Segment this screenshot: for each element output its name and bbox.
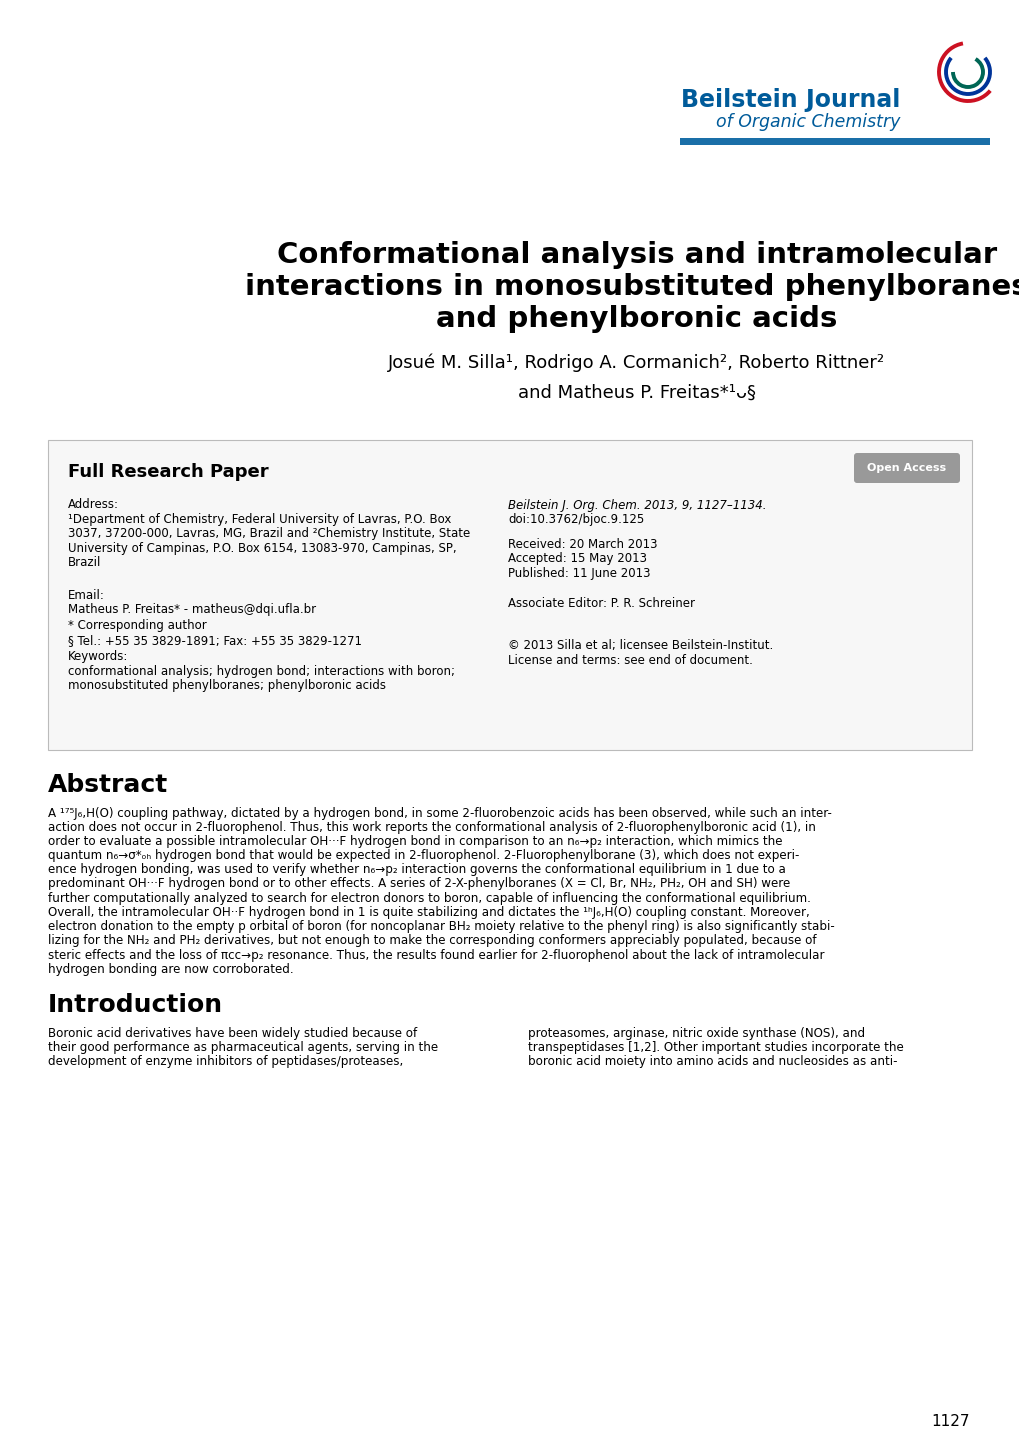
Text: action does not occur in 2-fluorophenol. Thus, this work reports the conformatio: action does not occur in 2-fluorophenol.…	[48, 821, 815, 834]
Text: 1127: 1127	[930, 1414, 969, 1430]
Text: Conformational analysis and intramolecular: Conformational analysis and intramolecul…	[277, 241, 997, 268]
Text: Beilstein J. Org. Chem. 2013, 9, 1127–1134.: Beilstein J. Org. Chem. 2013, 9, 1127–11…	[507, 498, 765, 511]
Text: Introduction: Introduction	[48, 993, 223, 1017]
Text: ¹Department of Chemistry, Federal University of Lavras, P.O. Box: ¹Department of Chemistry, Federal Univer…	[68, 514, 451, 527]
Text: transpeptidases [1,2]. Other important studies incorporate the: transpeptidases [1,2]. Other important s…	[528, 1040, 903, 1053]
Text: * Corresponding author: * Corresponding author	[68, 619, 207, 632]
Text: conformational analysis; hydrogen bond; interactions with boron;: conformational analysis; hydrogen bond; …	[68, 664, 454, 678]
Text: ence hydrogen bonding, was used to verify whether n₆→p₂ interaction governs the : ence hydrogen bonding, was used to verif…	[48, 863, 785, 876]
Text: boronic acid moiety into amino acids and nucleosides as anti-: boronic acid moiety into amino acids and…	[528, 1055, 897, 1068]
Bar	[680, 139, 989, 144]
Text: development of enzyme inhibitors of peptidases/proteases,: development of enzyme inhibitors of pept…	[48, 1055, 403, 1068]
Text: 3037, 37200-000, Lavras, MG, Brazil and ²Chemistry Institute, State: 3037, 37200-000, Lavras, MG, Brazil and …	[68, 528, 470, 541]
Text: predominant OH···F hydrogen bond or to other effects. A series of 2-X-phenylbora: predominant OH···F hydrogen bond or to o…	[48, 877, 790, 890]
Text: University of Campinas, P.O. Box 6154, 13083-970, Campinas, SP,: University of Campinas, P.O. Box 6154, 1…	[68, 543, 457, 556]
Text: Matheus P. Freitas* - matheus@dqi.ufla.br: Matheus P. Freitas* - matheus@dqi.ufla.b…	[68, 603, 316, 616]
Text: Abstract: Abstract	[48, 773, 168, 797]
Text: their good performance as pharmaceutical agents, serving in the: their good performance as pharmaceutical…	[48, 1040, 438, 1053]
Text: Brazil: Brazil	[68, 557, 101, 570]
Text: monosubstituted phenylboranes; phenylboronic acids: monosubstituted phenylboranes; phenylbor…	[68, 680, 385, 693]
Text: Accepted: 15 May 2013: Accepted: 15 May 2013	[507, 553, 646, 566]
Text: Received: 20 March 2013: Received: 20 March 2013	[507, 537, 657, 550]
Text: further computationally analyzed to search for electron donors to boron, capable: further computationally analyzed to sear…	[48, 892, 810, 905]
Text: © 2013 Silla et al; licensee Beilstein-Institut.: © 2013 Silla et al; licensee Beilstein-I…	[507, 639, 772, 652]
Text: steric effects and the loss of πᴄᴄ→p₂ resonance. Thus, the results found earlier: steric effects and the loss of πᴄᴄ→p₂ re…	[48, 948, 823, 961]
Text: order to evaluate a possible intramolecular OH···F hydrogen bond in comparison t: order to evaluate a possible intramolecu…	[48, 835, 782, 848]
Text: and phenylboronic acids: and phenylboronic acids	[436, 304, 837, 333]
Text: interactions in monosubstituted phenylboranes: interactions in monosubstituted phenylbo…	[245, 273, 1019, 302]
Text: License and terms: see end of document.: License and terms: see end of document.	[507, 654, 752, 667]
Text: Boronic acid derivatives have been widely studied because of: Boronic acid derivatives have been widel…	[48, 1027, 417, 1040]
FancyBboxPatch shape	[48, 440, 971, 750]
Text: Josué M. Silla¹, Rodrigo A. Cormanich², Roberto Rittner²: Josué M. Silla¹, Rodrigo A. Cormanich², …	[388, 354, 884, 372]
Text: proteasomes, arginase, nitric oxide synthase (NOS), and: proteasomes, arginase, nitric oxide synt…	[528, 1027, 864, 1040]
Text: quantum n₆→σ*ₒₕ hydrogen bond that would be expected in 2-fluorophenol. 2-Fluoro: quantum n₆→σ*ₒₕ hydrogen bond that would…	[48, 848, 799, 861]
Text: § Tel.: +55 35 3829-1891; Fax: +55 35 3829-1271: § Tel.: +55 35 3829-1891; Fax: +55 35 38…	[68, 633, 362, 646]
Text: lizing for the NH₂ and PH₂ derivatives, but not enough to make the corresponding: lizing for the NH₂ and PH₂ derivatives, …	[48, 934, 816, 947]
Text: Associate Editor: P. R. Schreiner: Associate Editor: P. R. Schreiner	[507, 597, 694, 610]
Text: hydrogen bonding are now corroborated.: hydrogen bonding are now corroborated.	[48, 962, 293, 975]
Text: and Matheus P. Freitas*¹ᴗ§: and Matheus P. Freitas*¹ᴗ§	[518, 384, 755, 403]
Text: doi:10.3762/bjoc.9.125: doi:10.3762/bjoc.9.125	[507, 514, 644, 527]
FancyBboxPatch shape	[853, 453, 959, 483]
Text: Open Access: Open Access	[866, 463, 946, 473]
Text: of Organic Chemistry: of Organic Chemistry	[715, 113, 899, 131]
Text: Beilstein Journal: Beilstein Journal	[680, 88, 899, 113]
Text: Address:: Address:	[68, 498, 119, 511]
Text: Full Research Paper: Full Research Paper	[68, 463, 268, 481]
Text: Overall, the intramolecular OH··F hydrogen bond in 1 is quite stabilizing and di: Overall, the intramolecular OH··F hydrog…	[48, 906, 809, 919]
Text: A ¹⁷⁵J₆,H(O) coupling pathway, dictated by a hydrogen bond, in some 2-fluorobenz: A ¹⁷⁵J₆,H(O) coupling pathway, dictated …	[48, 807, 832, 820]
Text: Published: 11 June 2013: Published: 11 June 2013	[507, 567, 650, 580]
Text: Email:: Email:	[68, 589, 105, 602]
Text: electron donation to the empty p orbital of boron (for noncoplanar BH₂ moiety re: electron donation to the empty p orbital…	[48, 921, 834, 934]
Text: Keywords:: Keywords:	[68, 649, 128, 662]
